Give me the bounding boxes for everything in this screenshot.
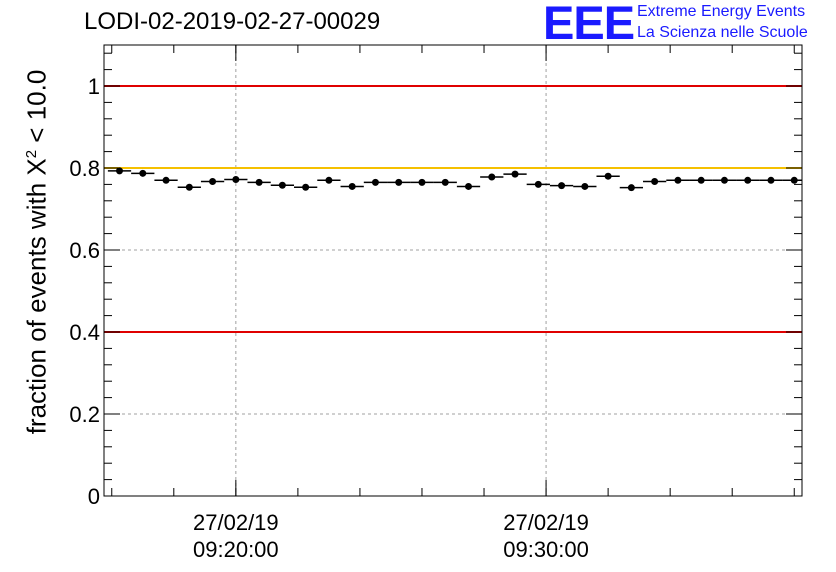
plot-frame bbox=[103, 44, 803, 497]
data-point bbox=[200, 178, 225, 186]
point-marker bbox=[651, 178, 659, 186]
y-tick-label: 0.6 bbox=[69, 238, 100, 263]
x-tick-label-time: 09:30:00 bbox=[503, 537, 589, 562]
data-point bbox=[573, 182, 597, 190]
data-points bbox=[107, 167, 802, 192]
point-marker bbox=[185, 183, 193, 191]
data-point bbox=[526, 180, 550, 188]
point-marker bbox=[371, 178, 379, 186]
y-axis-label: fraction of events with X2 < 10.0 bbox=[22, 70, 53, 435]
point-marker bbox=[302, 183, 310, 191]
data-point bbox=[433, 178, 457, 186]
point-marker bbox=[232, 175, 240, 183]
point-marker bbox=[418, 178, 426, 186]
x-tick-label-date: 27/02/19 bbox=[503, 510, 589, 535]
x-tick-label-time: 09:20:00 bbox=[193, 537, 279, 562]
y-tick-label: 0.2 bbox=[69, 402, 100, 427]
y-tick-label: 0.8 bbox=[69, 156, 100, 181]
data-point bbox=[154, 176, 178, 184]
point-marker bbox=[581, 182, 589, 190]
point-marker bbox=[488, 173, 496, 181]
point-marker bbox=[744, 176, 752, 184]
point-marker bbox=[627, 184, 635, 192]
y-tick-label: 0 bbox=[88, 484, 100, 509]
logo-line-2: La Scienza nelle Scuole bbox=[637, 24, 808, 41]
data-point bbox=[224, 175, 248, 183]
logo-line-1: Extreme Energy Events bbox=[637, 3, 806, 20]
y-tick-label: 0.4 bbox=[69, 320, 100, 345]
data-point bbox=[294, 183, 318, 191]
point-marker bbox=[325, 176, 333, 184]
y-axis-label-suffix: < 10.0 bbox=[21, 69, 52, 150]
data-point bbox=[107, 167, 132, 175]
reference-lines bbox=[104, 85, 802, 333]
point-marker bbox=[558, 182, 566, 190]
point-marker bbox=[511, 170, 519, 178]
point-marker bbox=[604, 172, 612, 180]
data-point bbox=[317, 176, 341, 184]
y-tick-label: 1 bbox=[88, 74, 100, 99]
point-marker bbox=[697, 176, 705, 184]
data-point bbox=[782, 176, 802, 184]
point-marker bbox=[209, 178, 217, 186]
data-point bbox=[131, 169, 155, 177]
data-point bbox=[712, 176, 737, 184]
point-marker bbox=[465, 182, 473, 190]
point-marker bbox=[395, 178, 403, 186]
point-marker bbox=[116, 167, 124, 175]
data-point bbox=[643, 178, 667, 186]
data-point bbox=[549, 182, 574, 190]
data-point bbox=[340, 182, 364, 190]
y-axis-label-prefix: fraction of events with X bbox=[21, 158, 52, 435]
point-marker bbox=[674, 176, 682, 184]
data-point bbox=[387, 178, 411, 186]
data-point bbox=[363, 178, 388, 186]
point-marker bbox=[278, 181, 286, 189]
data-point bbox=[247, 178, 271, 186]
data-point bbox=[456, 182, 481, 190]
data-point bbox=[503, 170, 527, 178]
data-point bbox=[480, 173, 504, 181]
point-marker bbox=[255, 178, 263, 186]
grid-lines bbox=[104, 45, 802, 496]
point-marker bbox=[790, 176, 798, 184]
data-point bbox=[410, 178, 434, 186]
point-marker bbox=[348, 182, 356, 190]
data-point bbox=[619, 184, 644, 192]
point-marker bbox=[162, 176, 170, 184]
y-axis-label-sup: 2 bbox=[22, 149, 40, 159]
point-marker bbox=[534, 180, 542, 188]
point-marker bbox=[767, 176, 775, 184]
data-point bbox=[177, 183, 201, 191]
eee-logo: EEE bbox=[543, 0, 635, 49]
data-point bbox=[270, 181, 295, 189]
x-tick-label-date: 27/02/19 bbox=[193, 510, 279, 535]
data-point bbox=[689, 176, 713, 184]
chart-title: LODI-02-2019-02-27-00029 bbox=[84, 8, 381, 35]
data-point bbox=[759, 176, 783, 184]
point-marker bbox=[441, 178, 449, 186]
y-axis: 0 0.2 0.4 0.6 0.8 1 bbox=[69, 52, 802, 509]
data-point bbox=[736, 176, 760, 184]
data-point bbox=[666, 176, 690, 184]
data-point bbox=[596, 172, 620, 180]
point-marker bbox=[139, 169, 147, 177]
point-marker bbox=[720, 176, 728, 184]
